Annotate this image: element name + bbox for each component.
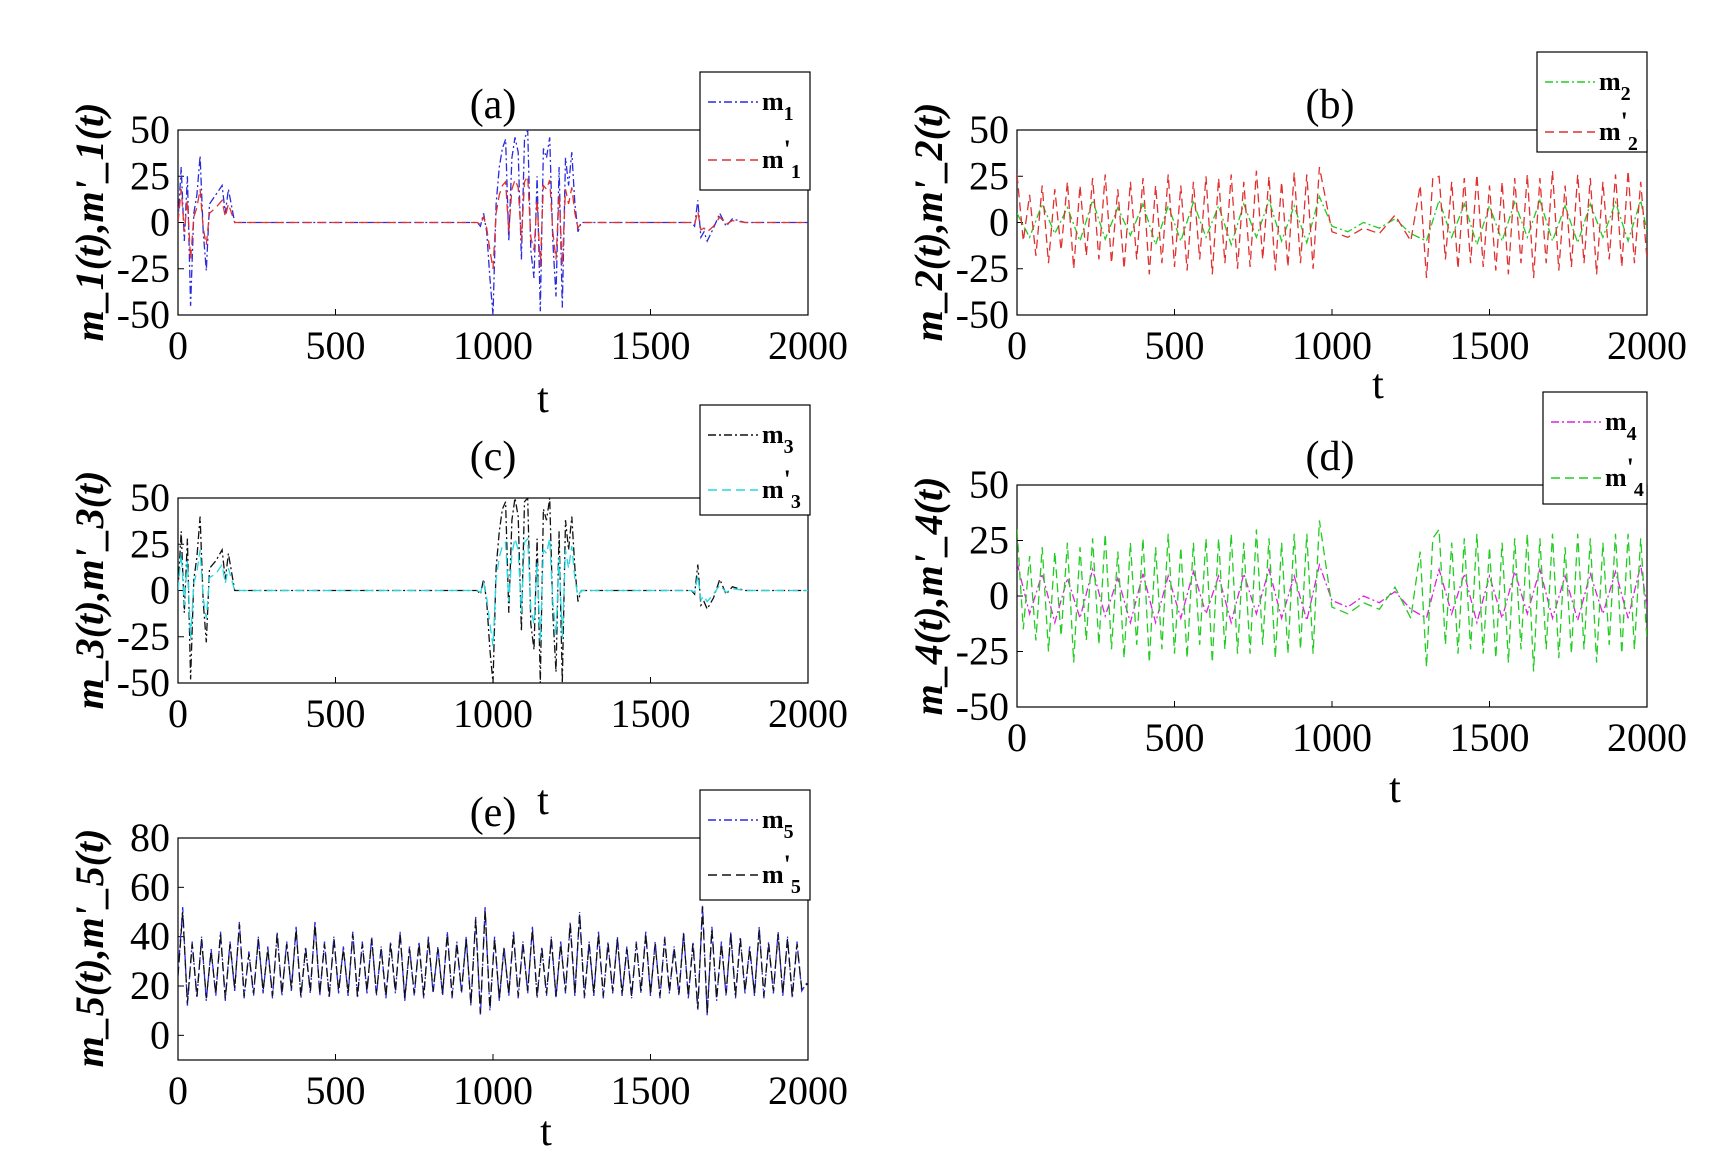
y-tick-label: 50 <box>130 107 170 152</box>
legend-box <box>699 789 811 901</box>
legend-label: m1 <box>762 87 794 125</box>
y-tick-label: 40 <box>130 914 170 959</box>
x-tick-label: 1000 <box>453 323 533 368</box>
x-tick-label: 1000 <box>1292 323 1372 368</box>
x-tick-label: 1500 <box>611 691 691 736</box>
x-tick-label: 1500 <box>611 323 691 368</box>
y-tick-label: -25 <box>117 246 170 291</box>
legend-label: m5 <box>762 805 794 843</box>
x-tick-label: 500 <box>306 1068 366 1113</box>
legend-box <box>1536 51 1648 153</box>
y-tick-label: -25 <box>117 614 170 659</box>
x-tick-label: 0 <box>168 323 188 368</box>
x-tick-label: 2000 <box>1607 715 1687 760</box>
series-line-m4 <box>1017 562 1647 626</box>
x-tick-label: 1500 <box>1450 323 1530 368</box>
x-axis-label: t <box>537 376 549 422</box>
y-tick-label: 25 <box>969 153 1009 198</box>
y-tick-label: 0 <box>989 573 1009 618</box>
x-tick-label: 2000 <box>768 691 848 736</box>
legend-label: m'4 <box>1605 453 1644 501</box>
x-tick-label: 500 <box>1145 715 1205 760</box>
x-tick-label: 0 <box>168 691 188 736</box>
y-axis-label: m_5(t),m'_5(t) <box>67 829 112 1068</box>
legend: m4m'4 <box>1542 391 1648 505</box>
x-tick-label: 500 <box>306 323 366 368</box>
x-tick-label: 2000 <box>768 323 848 368</box>
x-tick-label: 500 <box>1145 323 1205 368</box>
x-tick-label: 1000 <box>1292 715 1372 760</box>
legend-label: m'5 <box>762 850 801 898</box>
y-tick-label: 25 <box>969 518 1009 563</box>
x-tick-label: 2000 <box>1607 323 1687 368</box>
series-line-m5-prime <box>178 907 808 1014</box>
x-tick-label: 500 <box>306 691 366 736</box>
series-line-m2 <box>1017 194 1647 247</box>
legend-label: m2 <box>1599 67 1631 105</box>
series-line-m4-prime <box>1017 520 1647 672</box>
x-axis-label: t <box>537 778 549 824</box>
series-line-m2-prime <box>1017 166 1647 279</box>
y-axis-label: m_3(t),m'_3(t) <box>67 471 112 710</box>
y-tick-label: 0 <box>989 200 1009 245</box>
panel-title: (b) <box>1306 82 1355 128</box>
y-tick-label: -50 <box>117 660 170 705</box>
y-tick-label: 50 <box>130 475 170 520</box>
x-tick-label: 0 <box>1007 323 1027 368</box>
x-axis-label: t <box>1389 766 1401 812</box>
x-tick-label: 2000 <box>768 1068 848 1113</box>
x-tick-label: 1000 <box>453 691 533 736</box>
y-tick-label: -25 <box>956 246 1009 291</box>
x-tick-label: 1000 <box>453 1068 533 1113</box>
series-line-m3 <box>178 498 808 683</box>
y-tick-label: -50 <box>956 684 1009 729</box>
y-tick-label: 0 <box>150 568 170 613</box>
y-axis-label: m_2(t),m'_2(t) <box>906 103 951 342</box>
legend-label: m'1 <box>762 135 801 183</box>
legend: m2m'2 <box>1536 51 1648 155</box>
x-tick-label: 0 <box>168 1068 188 1113</box>
series-line-m3-prime <box>178 537 808 647</box>
legend-label: m3 <box>762 420 794 458</box>
panel-title: (e) <box>470 790 517 836</box>
legend-label: m'3 <box>762 465 801 513</box>
y-tick-label: 25 <box>130 153 170 198</box>
y-tick-label: 20 <box>130 963 170 1008</box>
x-tick-label: 1500 <box>611 1068 691 1113</box>
legend-label: m4 <box>1605 407 1637 445</box>
x-tick-label: 1500 <box>1450 715 1530 760</box>
panel-title: (d) <box>1306 434 1355 480</box>
x-axis-label: t <box>540 1109 552 1155</box>
y-axis-label: m_1(t),m'_1(t) <box>67 103 112 342</box>
y-tick-label: 0 <box>150 1012 170 1057</box>
y-tick-label: -50 <box>117 292 170 337</box>
panel-title: (c) <box>470 434 517 480</box>
panel-d: 0 500 1000 1500 2000 -50 -25 0 25 50 (d) t m_4(t)… <box>906 391 1687 812</box>
legend-box <box>699 404 811 516</box>
legend-box <box>1542 391 1648 505</box>
legend: m3m'3 <box>699 404 811 516</box>
y-tick-label: 50 <box>969 107 1009 152</box>
panel-title: (a) <box>470 82 517 128</box>
y-tick-label: -25 <box>956 629 1009 674</box>
legend-box <box>699 71 811 191</box>
legend: m1m'1 <box>699 71 811 191</box>
y-tick-label: 60 <box>130 864 170 909</box>
series-line-m1-prime <box>178 174 808 269</box>
legend-label: m'2 <box>1599 107 1638 155</box>
y-tick-label: 0 <box>150 200 170 245</box>
y-tick-label: 50 <box>969 462 1009 507</box>
x-axis-label: t <box>1372 362 1384 408</box>
y-tick-label: 80 <box>130 815 170 860</box>
x-tick-label: 0 <box>1007 715 1027 760</box>
y-tick-label: 25 <box>130 521 170 566</box>
y-axis-label: m_4(t),m'_4(t) <box>906 477 951 716</box>
legend: m5m'5 <box>699 789 811 901</box>
y-tick-label: -50 <box>956 292 1009 337</box>
